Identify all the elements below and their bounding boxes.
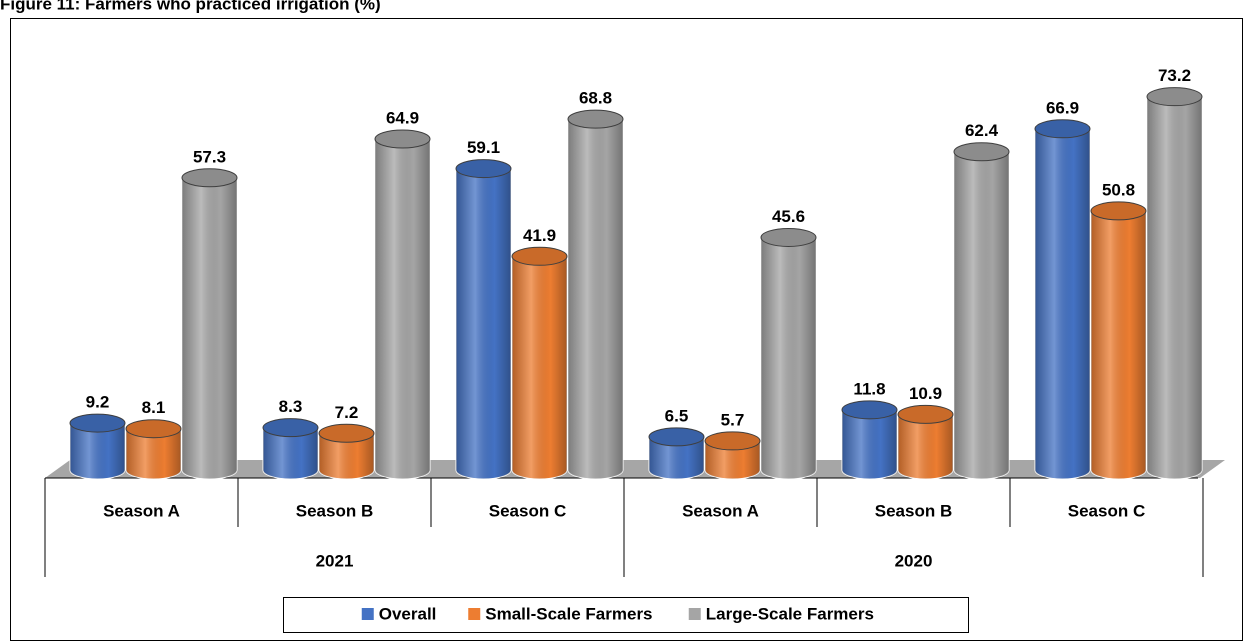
bar-top-shine — [1091, 201, 1146, 220]
bar-top-shine — [842, 400, 897, 419]
bar-top — [262, 418, 319, 438]
bar-shade — [1147, 96, 1202, 480]
data-label: 11.8 — [853, 379, 885, 398]
bar-top-shine — [1147, 87, 1202, 106]
bar-shade — [182, 177, 237, 479]
bar-top — [374, 129, 431, 149]
data-label: 41.9 — [523, 226, 556, 245]
bar-shade — [1091, 210, 1146, 480]
data-label: 8.3 — [279, 397, 303, 416]
bar-shade — [512, 256, 567, 479]
bar-top — [1146, 87, 1203, 107]
data-label: 45.6 — [772, 207, 805, 226]
bar-top-shine — [182, 168, 237, 187]
x-tick-label: Season C — [1068, 501, 1145, 520]
x-tick-label: Season A — [103, 501, 180, 520]
bar-shade — [319, 433, 374, 479]
bar-top — [1090, 201, 1147, 221]
data-label: 62.4 — [965, 121, 999, 140]
chart-frame — [10, 18, 1243, 641]
data-label: 5.7 — [721, 410, 745, 429]
bar-shade — [954, 151, 1009, 479]
data-label: 73.2 — [1158, 66, 1191, 85]
data-label: 8.1 — [142, 398, 166, 417]
bar-top-shine — [568, 110, 623, 129]
bar-shade — [1035, 128, 1090, 479]
bar-top — [760, 227, 817, 247]
bar-top-shine — [705, 431, 760, 450]
x-tick-label: Season B — [875, 501, 952, 520]
legend-label: Small-Scale Farmers — [485, 604, 652, 623]
bar-top — [704, 431, 761, 451]
bar-shade — [456, 168, 511, 479]
bar-shade — [649, 436, 704, 479]
bar-top-shine — [70, 414, 125, 433]
data-label: 59.1 — [467, 138, 500, 157]
bar-top-shine — [898, 405, 953, 424]
bar-top — [125, 419, 182, 439]
bar-top-shine — [126, 419, 181, 438]
bar-shade — [704, 440, 760, 479]
bar-top — [69, 413, 126, 433]
data-label: 64.9 — [386, 108, 419, 127]
bar-top-shine — [512, 247, 567, 266]
data-label: 57.3 — [193, 147, 226, 166]
bar-top-shine — [456, 159, 511, 178]
bar-top — [181, 168, 238, 188]
bar-top — [648, 427, 705, 447]
bar-top-shine — [319, 424, 374, 443]
bar-top-shine — [375, 130, 430, 149]
bar-shade — [263, 427, 318, 479]
group-label: 2020 — [895, 551, 933, 570]
x-tick-label: Season A — [682, 501, 759, 520]
bar-shade — [842, 409, 897, 479]
legend — [283, 597, 969, 633]
bar-top — [318, 423, 375, 443]
bar-top — [567, 109, 624, 129]
legend-label: Overall — [379, 604, 437, 623]
bar-shade — [568, 119, 623, 480]
bar-top — [841, 400, 898, 420]
x-tick-label: Season B — [296, 501, 373, 520]
bar-top-shine — [649, 427, 704, 446]
data-label: 66.9 — [1046, 98, 1079, 117]
bar-shade — [898, 414, 953, 479]
bar-shade — [761, 237, 816, 479]
data-label: 50.8 — [1102, 180, 1135, 199]
bar-top — [511, 246, 568, 266]
x-tick-label: Season C — [489, 501, 566, 520]
group-label: 2021 — [316, 551, 354, 570]
legend-swatch — [688, 608, 701, 620]
bar-shade — [126, 428, 181, 479]
bar-top-shine — [761, 228, 816, 247]
bar-top — [455, 159, 512, 179]
data-label: 9.2 — [86, 393, 110, 412]
legend-label: Large-Scale Farmers — [706, 604, 874, 623]
data-label: 7.2 — [335, 403, 359, 422]
bar-top-shine — [954, 142, 1009, 161]
data-label: 10.9 — [909, 384, 942, 403]
data-label: 68.8 — [579, 89, 612, 108]
legend-swatch — [361, 608, 374, 620]
bar-shade — [70, 423, 125, 479]
bar-top — [953, 142, 1010, 162]
legend-swatch — [468, 608, 481, 620]
bar-top — [897, 404, 954, 424]
bar-top — [1034, 119, 1091, 139]
bar-top-shine — [1035, 119, 1090, 138]
bar-shade — [375, 139, 430, 479]
data-label: 6.5 — [665, 406, 689, 425]
bar-top-shine — [263, 418, 318, 437]
chart-title: Figure 11: Farmers who practiced irrigat… — [0, 0, 381, 13]
